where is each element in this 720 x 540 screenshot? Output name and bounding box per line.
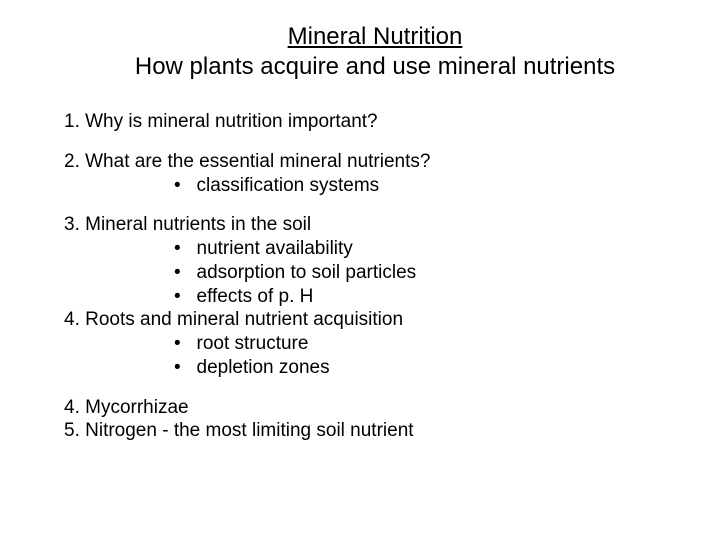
section-3: 3. Mineral nutrients in the soil nutrien… [64,213,660,308]
bullet-item: depletion zones [174,356,660,380]
section-heading: 4. Roots and mineral nutrient acquisitio… [64,308,660,332]
bullet-item: classification systems [174,174,660,198]
section-6: 5. Nitrogen - the most limiting soil nut… [64,419,660,443]
section-heading: 4. Mycorrhizae [64,396,660,420]
section-bullets: root structure depletion zones [64,332,660,380]
bullet-item: root structure [174,332,660,356]
section-4: 4. Roots and mineral nutrient acquisitio… [64,308,660,379]
section-bullets: nutrient availability adsorption to soil… [64,237,660,308]
section-heading: 5. Nitrogen - the most limiting soil nut… [64,419,660,443]
outline: 1. Why is mineral nutrition important? 2… [60,110,660,443]
page-subtitle: How plants acquire and use mineral nutri… [90,52,660,82]
title-block: Mineral Nutrition How plants acquire and… [60,22,660,82]
bullet-item: effects of p. H [174,285,660,309]
page-title: Mineral Nutrition [90,22,660,52]
section-1: 1. Why is mineral nutrition important? [64,110,660,134]
section-heading: 3. Mineral nutrients in the soil [64,213,660,237]
section-bullets: classification systems [64,174,660,198]
bullet-item: adsorption to soil particles [174,261,660,285]
section-heading: 2. What are the essential mineral nutrie… [64,150,660,174]
bullet-item: nutrient availability [174,237,660,261]
section-2: 2. What are the essential mineral nutrie… [64,150,660,198]
section-5: 4. Mycorrhizae [64,396,660,420]
section-heading: 1. Why is mineral nutrition important? [64,110,660,134]
